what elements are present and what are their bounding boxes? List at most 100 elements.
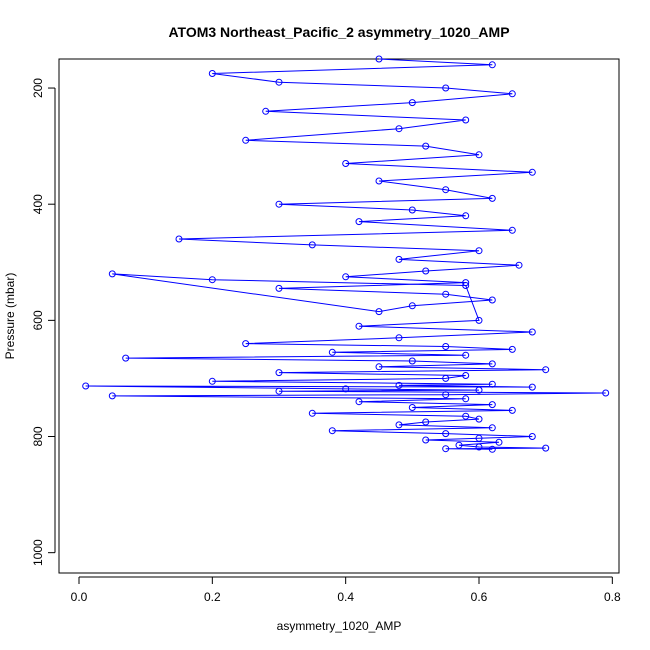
data-point (542, 444, 550, 452)
data-point (442, 445, 450, 453)
data-point (488, 360, 496, 368)
data-point (408, 404, 416, 411)
data-point (175, 235, 183, 243)
y-tick-label: 400 (31, 194, 45, 214)
data-point (528, 328, 536, 336)
data-point (275, 284, 283, 292)
data-point (508, 345, 516, 353)
data-point (508, 406, 516, 414)
data-point (462, 395, 470, 403)
data-point (355, 322, 363, 330)
data-point (462, 282, 470, 289)
data-point (422, 267, 430, 275)
data-point (442, 391, 450, 399)
y-tick-label: 1000 (31, 539, 45, 566)
data-point (408, 302, 416, 310)
data-point (462, 372, 470, 379)
y-axis: 200 400 600 800 1000 (31, 78, 56, 566)
y-axis-label: Pressure (mbar) (3, 273, 17, 360)
data-point (422, 418, 430, 426)
data-point (408, 99, 416, 107)
data-point (375, 363, 383, 371)
data-point (455, 441, 463, 449)
data-point (462, 412, 470, 420)
x-tick-label: 0.6 (471, 590, 488, 604)
data-point (355, 398, 363, 406)
data-point (475, 247, 483, 255)
data-point (242, 136, 250, 144)
data-point (208, 276, 216, 284)
data-point (462, 212, 470, 220)
data-point (488, 194, 496, 202)
data-point (475, 434, 483, 442)
data-point (528, 433, 536, 440)
data-point (488, 424, 496, 432)
plot-area (58, 58, 620, 574)
data-point (262, 107, 270, 115)
data-point (208, 377, 216, 385)
data-point (308, 409, 316, 417)
data-point (422, 436, 430, 444)
data-point (488, 445, 496, 453)
data-point (462, 279, 470, 287)
x-tick-label: 0.2 (204, 590, 221, 604)
data-point (408, 357, 416, 365)
data-point (408, 206, 416, 214)
data-point (275, 78, 283, 86)
data-point (442, 186, 450, 194)
data-point (508, 226, 516, 234)
data-point (488, 401, 496, 409)
x-tick-label: 0.8 (604, 590, 621, 604)
data-point (375, 55, 383, 63)
y-tick-label: 600 (31, 310, 45, 330)
data-point (395, 381, 403, 389)
data-point (82, 382, 90, 390)
data-point (108, 392, 116, 400)
data-point (515, 261, 523, 269)
data-point (342, 273, 350, 281)
data-point (488, 296, 496, 304)
data-point (342, 385, 350, 393)
data-point (108, 270, 116, 278)
series-layer (82, 55, 610, 453)
data-point (275, 200, 283, 208)
data-point (242, 340, 250, 348)
data-point (342, 160, 350, 167)
x-axis-label: asymmetry_1020_AMP (277, 619, 402, 633)
data-point (122, 354, 130, 362)
data-point (475, 316, 483, 324)
chart-title: ATOM3 Northeast_Pacific_2 asymmetry_1020… (168, 24, 509, 40)
data-point (488, 380, 496, 388)
data-point (375, 308, 383, 316)
data-point (442, 374, 450, 382)
data-point (528, 383, 536, 391)
data-point (508, 90, 516, 98)
data-point (395, 421, 403, 429)
x-tick-label: 0.4 (337, 590, 354, 604)
data-point (375, 177, 383, 185)
data-point (495, 438, 503, 446)
data-point (308, 241, 316, 249)
data-point (275, 369, 283, 377)
data-point (528, 168, 536, 176)
y-tick-label: 800 (31, 426, 45, 446)
data-point (328, 348, 336, 356)
y-tick-label: 200 (31, 78, 45, 98)
data-point (208, 70, 216, 77)
data-point (475, 415, 483, 423)
data-point (395, 334, 403, 342)
data-point (442, 84, 450, 92)
data-point (442, 290, 450, 298)
data-point (488, 61, 496, 69)
data-point (395, 255, 403, 263)
data-point (275, 387, 283, 395)
data-point (602, 389, 610, 397)
x-axis: 0.0 0.2 0.4 0.6 0.8 (71, 576, 621, 604)
data-point (422, 142, 430, 150)
data-point (475, 443, 483, 451)
data-point (475, 386, 483, 394)
data-point (328, 427, 336, 435)
x-tick-label: 0.0 (71, 590, 88, 604)
data-point (442, 343, 450, 350)
